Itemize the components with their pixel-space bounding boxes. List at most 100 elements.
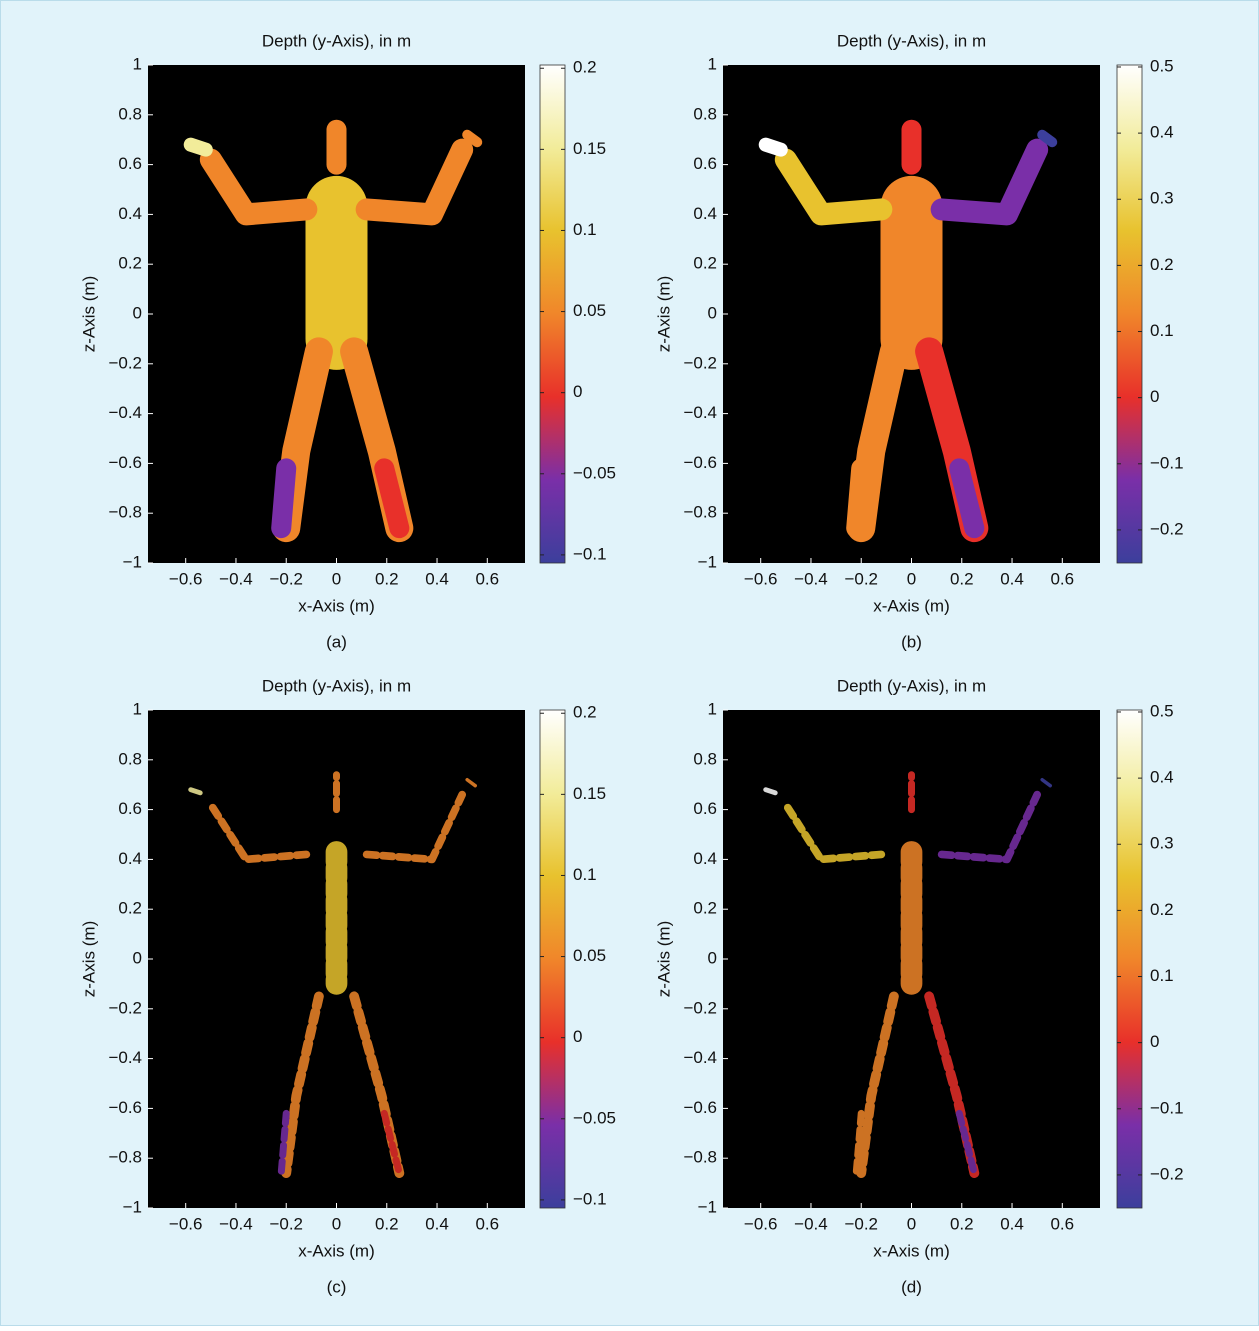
y-tick-label: −0.8: [108, 503, 142, 522]
y-tick-label: 0.8: [693, 104, 717, 123]
colorbar-tick-label: −0.05: [573, 1108, 616, 1127]
y-tick-label: −0.4: [683, 1048, 717, 1067]
y-tick-label: 0.8: [118, 749, 142, 768]
y-axis-label: z-Axis (m): [654, 921, 673, 997]
x-tick-label: 0: [332, 1214, 341, 1233]
y-tick-label: −0.6: [683, 1098, 717, 1117]
y-tick-label: −1: [698, 552, 717, 571]
colorbar-tick-label: −0.1: [573, 1189, 607, 1208]
colorbar: [1117, 710, 1142, 1208]
x-tick-label: −0.6: [169, 1214, 203, 1233]
chart-title: Depth (y-Axis), in m: [837, 31, 986, 50]
x-tick-label: 0.2: [375, 569, 399, 588]
y-tick-label: 1: [708, 699, 717, 718]
colorbar-tick-label: 0.1: [573, 865, 597, 884]
colorbar-tick-label: −0.05: [573, 463, 616, 482]
x-axis-label: x-Axis (m): [298, 596, 374, 615]
panel-caption: (a): [326, 632, 347, 651]
x-tick-label: −0.2: [844, 569, 878, 588]
colorbar-tick-label: −0.2: [1150, 1164, 1184, 1183]
colorbar-tick-label: 0.05: [573, 301, 606, 320]
x-tick-label: 0.2: [950, 569, 974, 588]
y-tick-label: −1: [698, 1197, 717, 1216]
y-tick-label: 0.6: [118, 799, 142, 818]
panel-caption: (d): [901, 1277, 922, 1296]
x-tick-label: 0.4: [425, 1214, 449, 1233]
colorbar-tick-label: 0.15: [573, 139, 606, 158]
figure: Depth (y-Axis), in m −0.6 −0.4 −0.2 0 0.2 0.4 0…: [0, 0, 1259, 1326]
depth-region: [856, 468, 861, 528]
y-tick-label: −0.6: [683, 453, 717, 472]
colorbar-tick-label: 0: [1150, 387, 1159, 406]
y-tick-label: 1: [708, 54, 717, 73]
x-tick-label: −0.6: [169, 569, 203, 588]
x-tick-label: 0.4: [1000, 569, 1024, 588]
depth-region: [191, 145, 206, 150]
y-tick-label: −0.2: [683, 998, 717, 1017]
chart-title: Depth (y-Axis), in m: [837, 676, 986, 695]
y-tick-label: −0.4: [108, 1048, 142, 1067]
colorbar-tick-label: 0: [573, 382, 582, 401]
depth-region: [467, 135, 477, 142]
colorbar-tick-label: 0.3: [1150, 189, 1174, 208]
colorbar-tick-label: 0.3: [1150, 834, 1174, 853]
colorbar-tick-label: 0.1: [1150, 966, 1174, 985]
colorbar-tick-label: 0.4: [1150, 123, 1174, 142]
y-tick-label: −0.8: [108, 1148, 142, 1167]
y-tick-label: −0.4: [683, 403, 717, 422]
y-tick-label: 0.2: [693, 254, 717, 273]
y-tick-label: −0.6: [108, 1098, 142, 1117]
x-tick-label: 0: [907, 1214, 916, 1233]
chart-title: Depth (y-Axis), in m: [262, 31, 411, 50]
x-tick-label: 0.6: [1050, 1214, 1074, 1233]
colorbar: [540, 65, 565, 563]
x-tick-label: −0.2: [269, 569, 303, 588]
y-axis-label: z-Axis (m): [79, 276, 98, 352]
x-tick-label: 0: [332, 569, 341, 588]
colorbar-tick-label: 0.5: [1150, 56, 1174, 75]
y-tick-label: 0.2: [693, 899, 717, 918]
y-tick-label: 0.4: [693, 849, 717, 868]
x-tick-label: −0.2: [269, 1214, 303, 1233]
y-tick-label: 0.4: [118, 849, 142, 868]
colorbar: [1117, 65, 1142, 563]
y-tick-label: 0: [133, 948, 142, 967]
colorbar-tick-label: 0.05: [573, 946, 606, 965]
colorbar-tick-label: 0.5: [1150, 701, 1174, 720]
depth-region: [281, 468, 286, 528]
colorbar-tick-label: 0.2: [573, 58, 597, 77]
x-tick-label: −0.6: [744, 569, 778, 588]
panel-caption: (b): [901, 632, 922, 651]
x-axis-label: x-Axis (m): [298, 1241, 374, 1260]
x-tick-label: 0.6: [1050, 569, 1074, 588]
y-tick-label: 1: [133, 54, 142, 73]
colorbar-tick-label: 0.4: [1150, 768, 1174, 787]
x-tick-label: −0.4: [219, 1214, 253, 1233]
y-tick-label: −1: [123, 1197, 142, 1216]
y-tick-label: −1: [123, 552, 142, 571]
y-tick-label: 0.6: [693, 799, 717, 818]
x-tick-label: 0.4: [1000, 1214, 1024, 1233]
colorbar: [540, 710, 565, 1208]
colorbar-tick-label: −0.1: [1150, 1098, 1184, 1117]
y-tick-label: −0.8: [683, 503, 717, 522]
colorbar-tick-label: 0: [573, 1027, 582, 1046]
y-tick-label: 0.2: [118, 254, 142, 273]
x-tick-label: 0.2: [375, 1214, 399, 1233]
colorbar-tick-label: 0.2: [573, 703, 597, 722]
x-tick-label: −0.6: [744, 1214, 778, 1233]
y-tick-label: 0.8: [693, 749, 717, 768]
y-tick-label: 0.4: [118, 204, 142, 223]
y-tick-label: −0.6: [108, 453, 142, 472]
y-tick-label: 1: [133, 699, 142, 718]
y-tick-label: −0.2: [683, 353, 717, 372]
x-axis-label: x-Axis (m): [873, 1241, 949, 1260]
y-tick-label: 0.4: [693, 204, 717, 223]
y-tick-label: −0.2: [108, 998, 142, 1017]
colorbar-tick-label: 0.1: [573, 220, 597, 239]
colorbar-tick-label: 0.2: [1150, 255, 1174, 274]
colorbar-tick-label: 0.2: [1150, 900, 1174, 919]
y-tick-label: 0.6: [693, 154, 717, 173]
colorbar-tick-label: 0.15: [573, 784, 606, 803]
depth-region: [766, 145, 781, 150]
